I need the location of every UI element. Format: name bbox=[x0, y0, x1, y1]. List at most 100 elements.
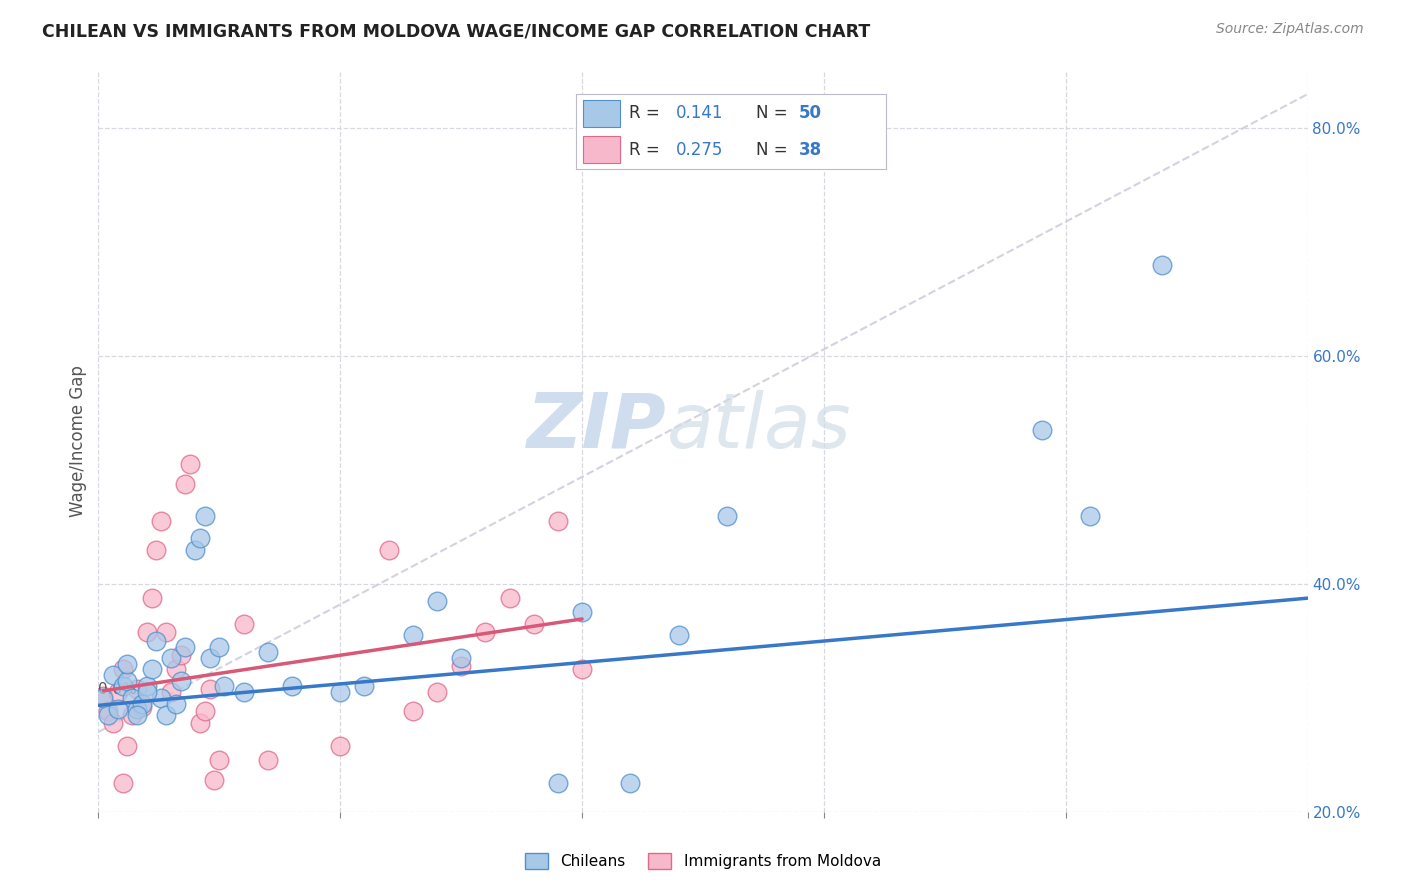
Point bbox=[135, 680, 157, 694]
Point bbox=[145, 633, 167, 648]
Point bbox=[160, 873, 183, 888]
Point bbox=[329, 739, 352, 753]
Point bbox=[353, 680, 375, 694]
Point bbox=[169, 648, 191, 662]
Point bbox=[1152, 258, 1174, 272]
Point bbox=[232, 685, 254, 699]
Point bbox=[97, 705, 120, 719]
Point bbox=[256, 754, 278, 768]
Point bbox=[141, 591, 163, 605]
Text: R =: R = bbox=[628, 141, 659, 159]
Point bbox=[547, 514, 569, 528]
Point bbox=[208, 640, 231, 654]
Point bbox=[212, 680, 235, 694]
Text: 50: 50 bbox=[799, 104, 823, 122]
Point bbox=[127, 707, 149, 722]
Point bbox=[426, 685, 449, 699]
Point bbox=[1078, 508, 1101, 523]
Text: 0.275: 0.275 bbox=[675, 141, 723, 159]
Point bbox=[198, 651, 221, 665]
Point bbox=[117, 673, 139, 688]
Point bbox=[377, 542, 399, 557]
Point bbox=[121, 707, 143, 722]
Point bbox=[150, 514, 173, 528]
Point bbox=[174, 640, 197, 654]
Point bbox=[101, 668, 124, 682]
Text: CHILEAN VS IMMIGRANTS FROM MOLDOVA WAGE/INCOME GAP CORRELATION CHART: CHILEAN VS IMMIGRANTS FROM MOLDOVA WAGE/… bbox=[42, 22, 870, 40]
Point bbox=[547, 776, 569, 790]
Point bbox=[1031, 423, 1053, 437]
Point bbox=[668, 628, 690, 642]
Text: ZIP: ZIP bbox=[527, 390, 666, 464]
Point bbox=[111, 662, 134, 676]
Point bbox=[329, 685, 352, 699]
Point bbox=[135, 685, 157, 699]
Point bbox=[160, 651, 183, 665]
Text: 0.141: 0.141 bbox=[675, 104, 723, 122]
Point bbox=[188, 715, 211, 730]
Point bbox=[165, 697, 187, 711]
Point bbox=[107, 702, 129, 716]
Point bbox=[716, 508, 738, 523]
Point bbox=[281, 680, 304, 694]
Point bbox=[450, 651, 472, 665]
Point bbox=[194, 508, 217, 523]
Point bbox=[145, 542, 167, 557]
Bar bbox=[582, 100, 620, 127]
Point bbox=[117, 739, 139, 753]
Point bbox=[117, 657, 139, 671]
Point bbox=[150, 690, 173, 705]
Point bbox=[127, 702, 149, 716]
Point bbox=[232, 828, 254, 842]
Text: Source: ZipAtlas.com: Source: ZipAtlas.com bbox=[1216, 22, 1364, 37]
Point bbox=[450, 659, 472, 673]
Point bbox=[131, 697, 153, 711]
Point bbox=[169, 673, 191, 688]
Point bbox=[91, 690, 114, 705]
Point bbox=[141, 662, 163, 676]
Point bbox=[184, 542, 207, 557]
Point bbox=[198, 681, 221, 696]
Point bbox=[402, 705, 425, 719]
Point bbox=[523, 616, 546, 631]
Point bbox=[194, 705, 217, 719]
Point bbox=[131, 700, 153, 714]
Point bbox=[179, 458, 201, 472]
Text: N =: N = bbox=[756, 104, 787, 122]
Point bbox=[232, 616, 254, 631]
Point bbox=[184, 850, 207, 864]
Point bbox=[111, 776, 134, 790]
Point bbox=[155, 707, 177, 722]
Point bbox=[155, 624, 177, 639]
Point bbox=[474, 624, 496, 639]
Point bbox=[208, 754, 231, 768]
Point bbox=[619, 776, 641, 790]
Point bbox=[204, 772, 226, 787]
Point bbox=[121, 690, 143, 705]
Text: 0.0%: 0.0% bbox=[98, 682, 138, 698]
Point bbox=[426, 594, 449, 608]
Point bbox=[91, 689, 114, 703]
Point bbox=[101, 715, 124, 730]
Text: R =: R = bbox=[628, 104, 659, 122]
Text: N =: N = bbox=[756, 141, 787, 159]
Point bbox=[571, 606, 593, 620]
Point bbox=[97, 707, 120, 722]
Point bbox=[165, 662, 187, 676]
Text: 38: 38 bbox=[799, 141, 823, 159]
Point bbox=[111, 680, 134, 694]
Legend: Chileans, Immigrants from Moldova: Chileans, Immigrants from Moldova bbox=[519, 847, 887, 875]
Point bbox=[135, 624, 157, 639]
Point bbox=[402, 628, 425, 642]
Point bbox=[571, 662, 593, 676]
Point bbox=[127, 681, 149, 696]
Point bbox=[174, 476, 197, 491]
Point bbox=[107, 685, 129, 699]
Bar bbox=[582, 136, 620, 163]
Text: atlas: atlas bbox=[666, 390, 851, 464]
Point bbox=[498, 591, 520, 605]
Point bbox=[188, 532, 211, 546]
Y-axis label: Wage/Income Gap: Wage/Income Gap bbox=[69, 366, 87, 517]
Point bbox=[160, 685, 183, 699]
Point bbox=[256, 645, 278, 659]
